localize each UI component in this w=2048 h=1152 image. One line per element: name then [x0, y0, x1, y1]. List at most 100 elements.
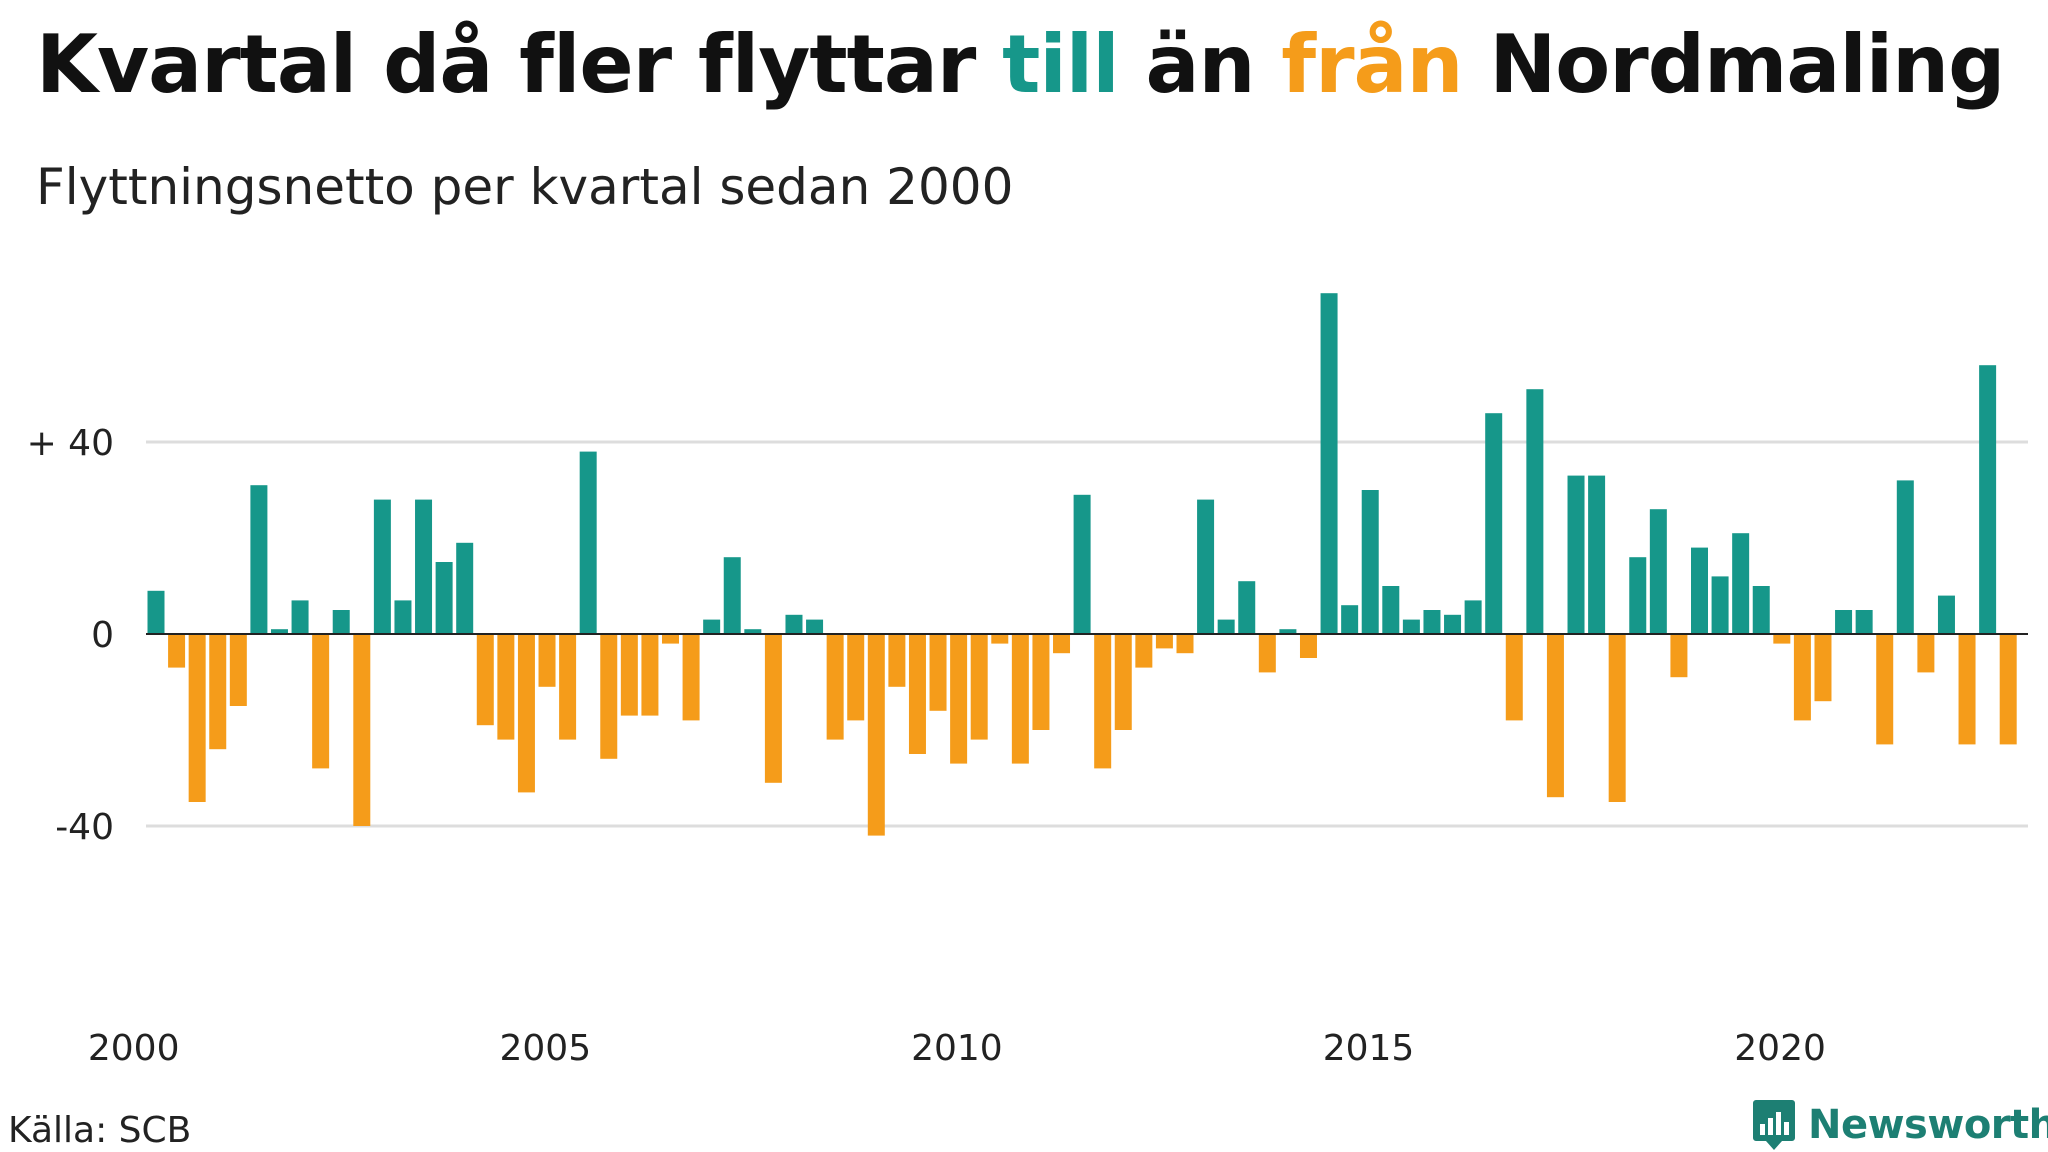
bar-negative: [600, 634, 618, 759]
bar-positive: [291, 600, 309, 634]
source-label: Källa: SCB: [8, 1110, 192, 1151]
bar-negative: [764, 634, 782, 783]
title-fran: från: [1281, 18, 1463, 111]
bar-negative: [497, 634, 515, 740]
bar-negative: [1814, 634, 1832, 702]
bar-negative: [826, 634, 844, 740]
bar-chart: + 40 0 -40 2000 2005 2010 2015 2020: [27, 293, 2028, 1069]
bar-negative: [1793, 634, 1811, 721]
bar-positive: [415, 499, 433, 634]
bar-positive: [1238, 581, 1256, 634]
bar-negative: [1608, 634, 1626, 802]
bar-negative: [991, 634, 1009, 644]
bar-negative: [312, 634, 330, 769]
bar-negative: [517, 634, 535, 793]
bar-positive: [435, 562, 453, 634]
bar-negative: [1958, 634, 1976, 745]
bar-negative: [168, 634, 186, 668]
bar-negative: [950, 634, 968, 764]
bar-negative: [1114, 634, 1132, 730]
bar-positive: [1526, 389, 1544, 634]
bar-negative: [970, 634, 988, 740]
x-tick-label: 2010: [911, 1028, 1003, 1069]
bar-positive: [1402, 619, 1420, 634]
bar-positive: [1752, 586, 1770, 634]
bar-positive: [1896, 480, 1914, 634]
bar-positive: [1835, 610, 1853, 634]
bar-positive: [1567, 475, 1585, 634]
newsworthy-logo: Newsworthy: [1752, 1098, 2048, 1152]
bar-positive: [1197, 499, 1215, 634]
chart-title: Kvartal då fler flyttar till än från Nor…: [36, 18, 2005, 111]
bar-negative: [1011, 634, 1029, 764]
bar-positive: [1649, 509, 1667, 634]
bar-negative: [1094, 634, 1112, 769]
bar-positive: [1629, 557, 1647, 634]
newsworthy-logo-icon: [1753, 1100, 1795, 1150]
bar-negative: [908, 634, 926, 754]
bar-negative: [1999, 634, 2017, 745]
bar-positive: [1217, 619, 1235, 634]
bar-negative: [229, 634, 247, 706]
bar-positive: [1711, 576, 1729, 634]
bar-negative: [888, 634, 906, 687]
bar-negative: [662, 634, 679, 644]
title-part1: Kvartal då fler flyttar: [36, 18, 1003, 111]
y-tick-label: + 40: [27, 423, 114, 464]
bar-positive: [394, 600, 412, 634]
bar-negative: [1053, 634, 1071, 654]
x-tick-label: 2000: [88, 1028, 180, 1069]
bar-positive: [785, 614, 803, 634]
axis: + 40 0 -40 2000 2005 2010 2015 2020: [27, 423, 2028, 1069]
bar-negative: [1546, 634, 1564, 798]
bar-positive: [579, 451, 597, 634]
bar-positive: [1485, 413, 1503, 634]
bar-negative: [847, 634, 865, 721]
bar-positive: [1937, 595, 1955, 634]
bar-positive: [456, 542, 474, 634]
bar-negative: [1505, 634, 1523, 721]
bar-positive: [332, 610, 350, 634]
bar-positive: [1464, 600, 1482, 634]
bar-positive: [1691, 547, 1708, 634]
chart-subtitle: Flyttningsnetto per kvartal sedan 2000: [36, 158, 1014, 216]
bar-positive: [1320, 293, 1338, 634]
bar-negative: [1299, 634, 1317, 658]
bar-positive: [703, 619, 721, 634]
bar-positive: [250, 485, 268, 634]
grid-lines: [146, 440, 2028, 828]
bar-negative: [353, 634, 371, 826]
bar-positive: [1588, 475, 1606, 634]
bar-positive: [1423, 610, 1441, 634]
bar-negative: [682, 634, 700, 721]
title-till: till: [1002, 18, 1120, 111]
bar-negative: [559, 634, 577, 740]
bar-positive: [270, 629, 288, 634]
bar-positive: [1855, 610, 1873, 634]
bar-negative: [1773, 634, 1791, 644]
bar-positive: [1073, 494, 1091, 634]
bar-negative: [867, 634, 885, 836]
bar-positive: [1279, 629, 1297, 634]
x-tick-label: 2005: [499, 1028, 591, 1069]
bar-negative: [1876, 634, 1894, 745]
bar-negative: [1135, 634, 1153, 668]
bar-negative: [1258, 634, 1276, 673]
bar-negative: [1670, 634, 1688, 678]
bar-positive: [147, 590, 165, 634]
bar-negative: [538, 634, 556, 687]
title-part2: än: [1118, 18, 1282, 111]
bar-positive: [723, 557, 741, 634]
newsworthy-brand-text: Newsworthy: [1808, 1102, 2048, 1148]
x-tick-label: 2020: [1734, 1028, 1826, 1069]
bars: [147, 293, 2017, 836]
bar-positive: [1979, 365, 1997, 634]
bar-positive: [806, 619, 824, 634]
bar-negative: [1032, 634, 1050, 730]
y-tick-label: 0: [91, 615, 114, 656]
y-tick-label: -40: [55, 807, 114, 848]
bar-positive: [1444, 614, 1462, 634]
x-tick-label: 2015: [1323, 1028, 1415, 1069]
bar-negative: [929, 634, 947, 711]
bar-positive: [744, 629, 762, 634]
